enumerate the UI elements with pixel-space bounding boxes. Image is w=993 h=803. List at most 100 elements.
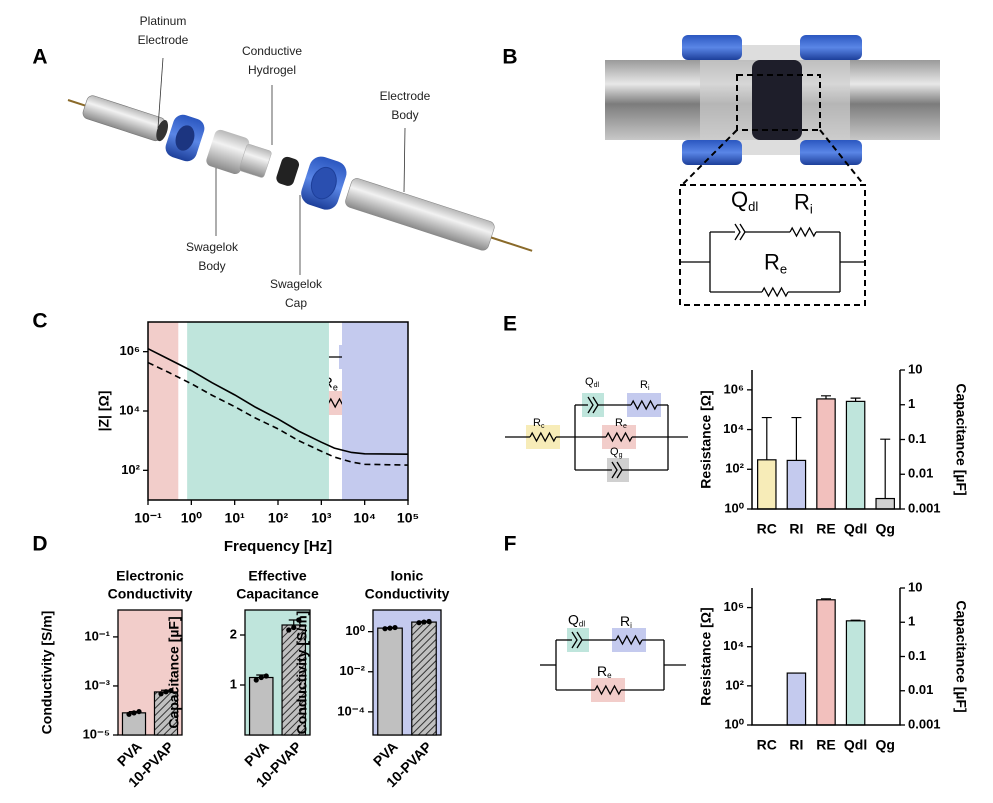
cell-illustration: [605, 35, 940, 306]
part-label: Cap: [285, 296, 307, 310]
label-sub: dl: [748, 200, 758, 215]
data-point: [426, 618, 432, 625]
data-point: [392, 624, 398, 631]
y-tick-label: 10⁴: [723, 421, 744, 436]
y-tick-label: 10: [908, 361, 922, 376]
y-tick-label: 0.001: [908, 500, 941, 515]
error-bar: [761, 416, 772, 460]
cpe: [571, 631, 578, 649]
label-base: Q: [731, 187, 748, 212]
label-sub: c: [541, 423, 545, 430]
y-tick-label: 10: [908, 579, 922, 594]
y-tick-label: 0.1: [908, 431, 926, 446]
label-sub: i: [630, 621, 632, 630]
error-bar: [850, 619, 861, 621]
label-sub: e: [607, 671, 612, 680]
region: [187, 322, 329, 500]
panel-label: D: [32, 533, 47, 556]
x-tick-label: Qdl: [844, 521, 867, 537]
region: [342, 322, 408, 500]
circuit-label: Qg: [610, 446, 623, 459]
bar: [875, 497, 895, 510]
y-tick-label: 1: [230, 676, 237, 691]
y-tick-label: 10⁻⁴: [337, 703, 365, 718]
panel-label: C: [32, 310, 47, 333]
y-tick-label: 10⁰: [724, 500, 744, 515]
circuit-label: Qdl: [585, 376, 599, 389]
label-sub: dl: [594, 382, 600, 389]
bar: [377, 627, 403, 736]
y-tick-label: 0.1: [908, 648, 926, 663]
chart-title: Conductivity: [108, 586, 193, 602]
resistor: [761, 286, 789, 298]
part-label: Body: [391, 108, 418, 122]
label-base: Q: [610, 446, 619, 458]
label-base: R: [597, 663, 607, 679]
label-base: R: [533, 417, 541, 429]
resistor: [789, 226, 817, 238]
cpe: [611, 461, 618, 479]
data-point: [416, 620, 422, 626]
bar: [786, 459, 807, 510]
data-point: [158, 691, 164, 697]
data-point: [136, 708, 142, 715]
x-tick-label: RE: [816, 521, 835, 537]
x-tick-label: 10⁴: [353, 510, 376, 526]
part-label: Swagelok: [186, 240, 239, 254]
axis-label: |Z| [Ω]: [96, 391, 112, 432]
panel-label: E: [503, 313, 517, 336]
x-tick-label: RC: [757, 737, 777, 753]
label-base: Q: [568, 611, 579, 627]
resistor: [605, 431, 633, 443]
y-tick-label: 10⁻²: [339, 663, 365, 678]
resistor: [594, 684, 622, 696]
x-axis-label: Frequency [Hz]: [224, 538, 332, 555]
label-sub: i: [810, 202, 813, 217]
region: [148, 322, 179, 500]
y-tick-label: 0.001: [908, 716, 941, 731]
bar: [845, 620, 866, 726]
label-sub: e: [780, 262, 787, 277]
x-tick-label: Qdl: [844, 737, 867, 753]
label-base: R: [794, 189, 810, 214]
y-tick-label: 10²: [725, 461, 744, 476]
axis-label: Capacitance [µF]: [166, 616, 182, 728]
bar: [757, 459, 777, 510]
y-tick-label: 10⁻⁵: [83, 726, 110, 741]
x-tick-label: Qg: [875, 521, 894, 537]
data-point: [163, 689, 169, 695]
y-tick-label: 10⁻³: [84, 677, 110, 692]
part-label: Platinum: [140, 14, 187, 28]
x-tick-label: RC: [757, 521, 777, 537]
label-sub: g: [619, 452, 623, 459]
data-point: [286, 627, 292, 633]
circuit-label: Qdl: [731, 187, 758, 215]
data-point: [296, 617, 302, 623]
circuit-label: Re: [764, 249, 787, 277]
y-tick-label: 1: [908, 614, 915, 629]
label-sub: e: [623, 423, 627, 430]
x-tick-label: RI: [789, 521, 803, 537]
y-tick-label: 10²: [121, 462, 140, 477]
error-bar: [791, 416, 802, 461]
leader-lines: [157, 57, 406, 275]
label-sub: i: [648, 385, 650, 392]
error-bar: [880, 438, 891, 499]
circuit-label: Ri: [794, 189, 813, 217]
label-sub: dl: [579, 620, 585, 629]
label-sub: e: [333, 383, 338, 393]
bar: [411, 621, 437, 736]
chart-title: Ionic: [391, 568, 424, 584]
error-bar: [821, 598, 831, 600]
x-tick-label: 10⁰: [181, 510, 203, 526]
data-point: [168, 687, 174, 694]
part-label: Hydrogel: [248, 63, 296, 77]
part-label: Swagelok: [270, 277, 323, 291]
data-point: [291, 624, 297, 631]
axis-label: Conductivity [S/m]: [39, 611, 55, 735]
error-bar: [821, 395, 831, 399]
data-point: [258, 674, 264, 681]
